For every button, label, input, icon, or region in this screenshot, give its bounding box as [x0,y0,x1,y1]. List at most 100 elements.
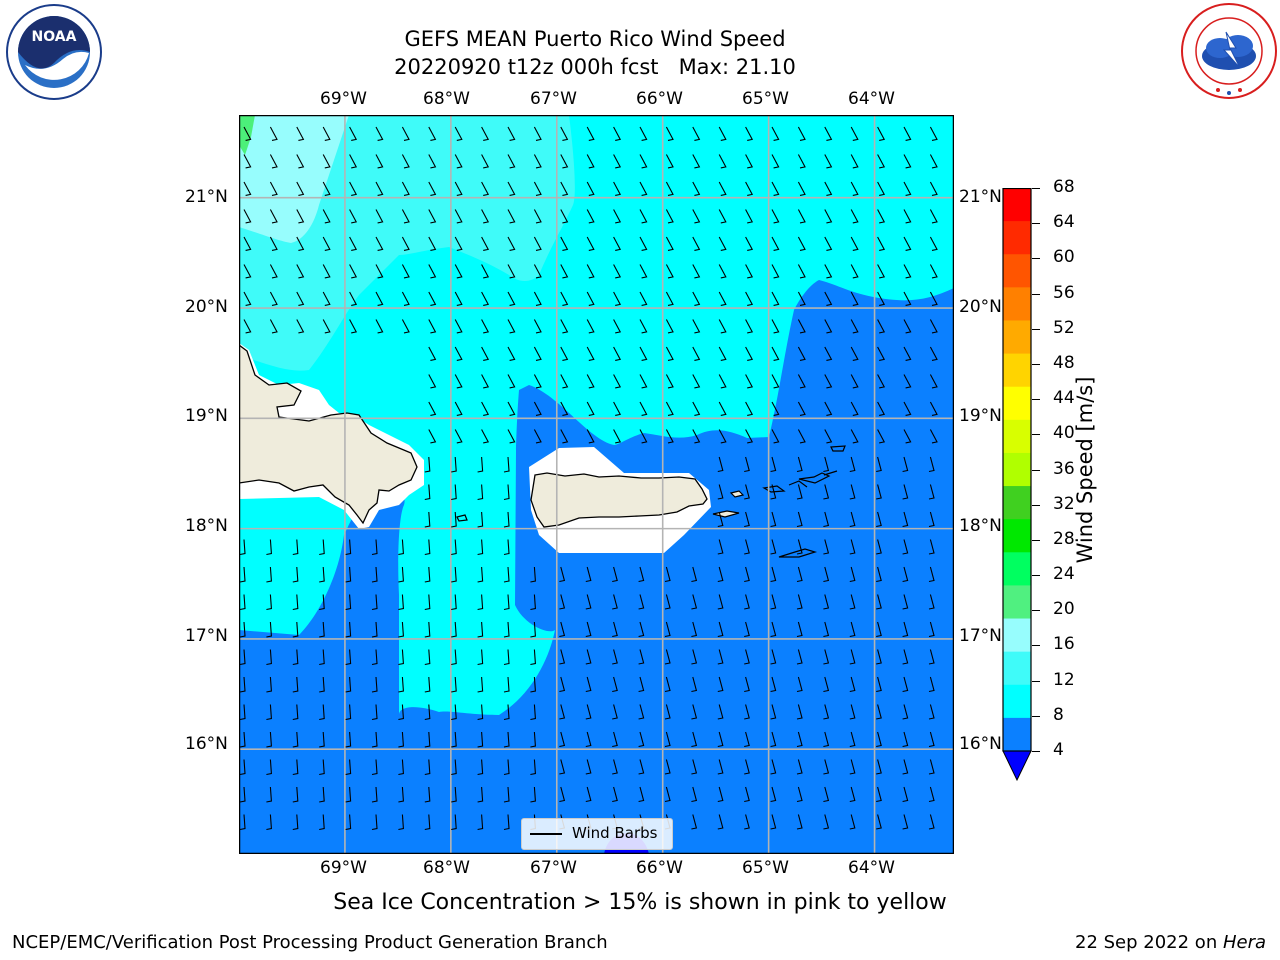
wind-barb [269,181,278,196]
wind-barb [849,814,856,830]
wind-barb [717,594,724,610]
wind-barb [744,649,750,665]
wind-barb [824,181,833,196]
wind-barb [824,291,833,306]
wind-barb [823,786,830,803]
wind-barb [292,786,299,803]
colorbar-tick-mark [1032,258,1040,260]
wind-barb [796,539,803,555]
wind-barb [375,181,384,196]
wind-barb [345,566,352,583]
wind-barb [266,621,272,638]
lat-tick-left-2: 20°N [185,297,228,317]
wind-barb [269,264,278,279]
wind-barb [850,429,859,444]
wind-barb [266,704,272,721]
wind-barb [533,346,542,361]
wind-barb [243,236,252,251]
wind-barb [269,154,278,169]
wind-barb [345,786,352,803]
wind-barb [797,429,806,444]
wind-barb [613,346,622,361]
wind-barb [850,264,859,279]
wind-barb [451,814,457,831]
wind-barb [797,209,806,224]
wind-barb [398,704,404,721]
wind-barb [876,484,882,500]
wind-barb [477,511,484,528]
wind-barb [349,181,358,196]
wind-barb [292,621,299,638]
wind-barb [560,346,569,361]
wind-barb [477,814,484,831]
wind-barb [269,209,278,224]
lon-tick-bottom-2: 68°W [423,858,470,878]
wind-barb [560,374,569,389]
colorbar-tick-mark [1032,328,1040,330]
colorbar-tick-mark [1032,434,1040,436]
wind-barb [717,621,724,638]
wind-barb [269,236,278,251]
wind-barb [876,786,882,803]
wind-barb [877,126,886,141]
wind-barb [691,566,698,583]
wind-barb [239,786,246,803]
colorbar-swatch [1003,684,1031,719]
wind-barb [451,484,457,501]
wind-barb [239,731,246,748]
wind-barb [481,429,490,444]
wind-barb [559,566,566,583]
wind-barb [560,319,569,334]
colorbar-tick-mark [1032,469,1040,471]
colorbar-tick-mark [1032,504,1040,506]
wind-barb [770,621,777,638]
wind-barb [745,209,754,224]
wind-barb [797,264,806,279]
wind-barb [371,814,378,831]
wind-barb [665,346,674,361]
wind-barb [639,236,648,251]
wind-barb [770,731,777,748]
colorbar-tick-label: 24 [1053,564,1075,585]
wind-barb [322,154,331,169]
wind-barb [266,676,272,693]
wind-barb [903,154,912,169]
wind-barb [692,429,701,444]
wind-barb [691,704,698,720]
wind-barb [560,401,569,416]
wind-barb [745,346,754,361]
wind-barb [585,786,592,803]
wind-barb [585,704,592,720]
wind-barb [797,374,806,389]
wind-barb [239,676,246,693]
wind-barb [824,154,833,169]
wind-barb [507,236,516,251]
wind-barb [533,154,542,169]
wind-barb [823,649,830,665]
wind-barb [929,319,938,334]
island-mona [456,514,468,522]
wind-barb [928,484,935,500]
wind-barb [665,154,674,169]
colorbar-swatch [1003,221,1031,255]
wind-barb [349,126,358,141]
wind-barb [477,731,484,748]
colorbar-tick-mark [1032,188,1040,189]
wind-barb [239,594,246,611]
wind-barb [559,594,566,610]
wind-barb [266,759,272,776]
wind-barb [692,291,701,306]
wind-barb [424,594,431,611]
wind-barb [481,181,490,196]
wind-barb [638,649,645,665]
colorbar-tick-mark [1032,645,1040,647]
wind-barb [560,291,569,306]
wind-barb [638,621,645,638]
wind-barb [664,649,671,665]
wind-barb [560,126,569,141]
wind-barb [797,346,806,361]
wind-barb [928,704,935,720]
wind-barb [903,429,912,444]
wind-barb [824,126,833,141]
wind-barb [424,786,431,803]
